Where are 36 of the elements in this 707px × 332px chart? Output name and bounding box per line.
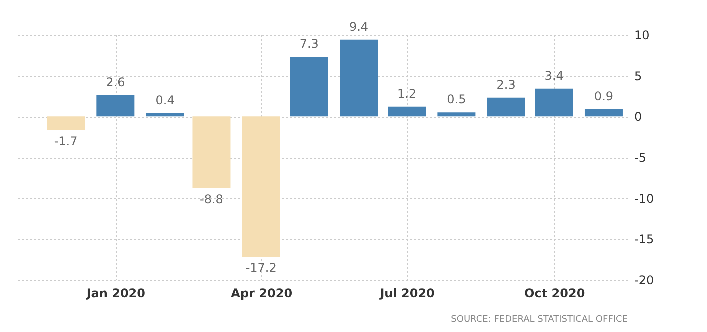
bar	[487, 98, 526, 117]
x-tick-label: Jul 2020	[379, 286, 435, 300]
bar	[388, 106, 426, 117]
y-tick-label: -10	[634, 192, 654, 206]
bar	[438, 112, 476, 117]
y-tick-label: 0	[634, 110, 642, 124]
data-label: 0.9	[594, 89, 614, 104]
y-tick-label: -5	[634, 151, 646, 165]
data-label: 2.3	[496, 78, 516, 92]
data-label: 9.4	[349, 20, 369, 34]
data-label: 7.3	[300, 37, 319, 52]
bar	[584, 109, 623, 117]
bar	[290, 57, 328, 117]
data-label: -8.8	[200, 192, 224, 207]
bar	[146, 113, 184, 117]
x-tick-label: Apr 2020	[231, 286, 293, 300]
data-label: -17.2	[246, 261, 277, 276]
y-tick-label: 5	[634, 69, 642, 84]
data-label: 0.4	[156, 93, 175, 108]
data-label: 3.4	[544, 68, 564, 83]
bar	[192, 116, 231, 189]
x-tick-label: Oct 2020	[524, 286, 586, 300]
data-label: 0.5	[447, 92, 466, 107]
bar	[47, 116, 86, 131]
bar	[242, 116, 280, 258]
bar	[535, 88, 574, 117]
data-label: 2.6	[106, 75, 126, 90]
source-note: SOURCE: FEDERAL STATISTICAL OFFICE	[451, 315, 628, 325]
bar	[340, 40, 378, 117]
data-label: -1.7	[54, 134, 78, 149]
y-tick-label: -20	[634, 274, 654, 288]
y-tick-label: 10	[634, 28, 650, 42]
data-label: 1.2	[398, 86, 417, 101]
y-tick-label: -15	[634, 232, 654, 247]
x-tick-label: Jan 2020	[86, 286, 146, 300]
bar	[96, 95, 135, 117]
